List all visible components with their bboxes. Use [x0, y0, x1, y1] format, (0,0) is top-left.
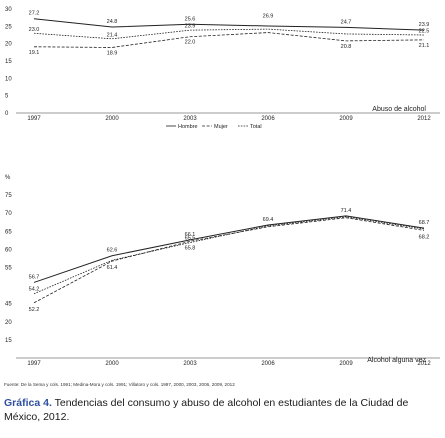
- series-line-mujer: [33, 32, 425, 48]
- data-label: 71.4: [341, 208, 352, 214]
- data-label: 54.2: [29, 287, 40, 293]
- data-label: 19.1: [29, 50, 40, 56]
- y-tick-label: 20: [5, 42, 12, 48]
- y-tick-label: %: [5, 175, 11, 181]
- annotation-label: 26.9: [263, 14, 274, 20]
- y-tick-label: 10: [5, 76, 12, 82]
- chart-sublabel: Alcohol alguna vez: [367, 357, 426, 364]
- source-note: Fuente: De la Sema y cols. 1991; Medina-…: [4, 382, 235, 387]
- x-tick-label: 2006: [261, 361, 275, 367]
- chart-sublabel: Abuso de alcohol: [372, 106, 426, 113]
- data-label: 18.9: [107, 50, 118, 56]
- y-tick-label: 5: [5, 94, 9, 100]
- series-line-total: [33, 216, 425, 295]
- x-tick-label: 2000: [105, 361, 119, 367]
- x-tick-label: 1997: [27, 116, 41, 122]
- data-labels: 27.2 24.8 25.6 24.7 23.9 19.1 18.9 22.0 20.8 21.1…: [29, 11, 430, 57]
- y-tick-label: 0: [5, 111, 9, 117]
- data-label: 25.6: [185, 16, 196, 22]
- data-label: 65.5: [185, 236, 196, 242]
- caption-label: Gráfica 4.: [4, 397, 52, 409]
- y-tick-label: 25: [5, 24, 12, 30]
- y-tick-label: 70: [5, 211, 12, 217]
- figure-caption: Gráfica 4. Tendencias del consumo y abus…: [4, 396, 434, 424]
- data-label: 24.7: [341, 19, 352, 25]
- y-tick-label: 75: [5, 193, 12, 199]
- x-tick-label: 2006: [261, 116, 275, 122]
- x-tick-label: 2009: [339, 116, 353, 122]
- legend: Hombre Mujer Total: [166, 124, 262, 130]
- data-label: 21.4: [107, 32, 118, 38]
- x-tick-label: 1997: [27, 361, 41, 367]
- y-axis-ticks: 15 20 45 55 60 65 70 75%: [5, 175, 12, 344]
- y-tick-label: 20: [5, 320, 12, 326]
- y-axis-ticks: 0 5 10 15 20 25 30: [5, 7, 12, 117]
- data-label: 56.7: [29, 274, 40, 280]
- data-label: 23.9: [185, 24, 196, 30]
- chart-abuso-de-alcohol: 0 5 10 15 20 25 30 1997 2000 2003 2006 2009 2012 27…: [5, 7, 440, 130]
- data-label: 23.0: [29, 27, 40, 33]
- y-tick-label: 15: [5, 59, 12, 65]
- series-lines: [33, 215, 425, 304]
- data-label: 68.7: [419, 220, 430, 226]
- y-tick-label: 65: [5, 229, 12, 235]
- series-line-total: [33, 28, 425, 40]
- y-tick-label: 60: [5, 247, 12, 253]
- y-tick-label: 15: [5, 338, 12, 344]
- y-tick-label: 45: [5, 302, 12, 308]
- data-label: 24.8: [107, 19, 118, 25]
- caption-text: Tendencias del consumo y abuso de alcoho…: [4, 397, 409, 423]
- data-label: 22.5: [419, 29, 430, 35]
- x-axis: 1997 2000 2003 2006 2009 2012: [16, 357, 440, 367]
- data-label: 69.4: [263, 217, 274, 223]
- x-tick-label: 2009: [339, 361, 353, 367]
- data-label: 66.1: [185, 232, 196, 238]
- series-line-mujer: [33, 217, 425, 304]
- chart-alcohol-alguna-vez: 15 20 45 55 60 65 70 75% 1997 2000 2003 2006 2009 20…: [5, 175, 440, 367]
- data-label: 68.2: [419, 234, 430, 240]
- legend-entry: Total: [250, 124, 262, 130]
- series-line-hombre: [33, 18, 425, 31]
- x-tick-label: 2003: [183, 116, 197, 122]
- legend-entry: Mujer: [214, 124, 228, 130]
- series-line-hombre: [33, 215, 425, 283]
- data-label: 20.8: [341, 44, 352, 50]
- x-tick-label: 2003: [183, 361, 197, 367]
- x-axis: 1997 2000 2003 2006 2009 2012: [16, 112, 440, 122]
- data-label: 65.8: [185, 245, 196, 251]
- series-lines: [33, 18, 425, 48]
- data-label: 61.4: [107, 265, 118, 271]
- data-label: 23.9: [419, 22, 430, 28]
- x-tick-label: 2000: [105, 116, 119, 122]
- data-label: 21.1: [419, 43, 430, 49]
- data-label: 52.2: [29, 307, 40, 313]
- data-label: 62.6: [107, 248, 118, 254]
- data-label: 27.2: [29, 11, 40, 17]
- data-labels: 56.7 62.6 66.1 69.4 71.4 68.7 52.2 61.4 65.8 68.2…: [29, 208, 430, 313]
- x-tick-label: 2012: [417, 361, 431, 367]
- y-tick-label: 55: [5, 266, 12, 272]
- legend-entry: Hombre: [178, 124, 198, 130]
- x-tick-label: 2012: [417, 116, 431, 122]
- data-label: 22.0: [185, 40, 196, 46]
- y-tick-label: 30: [5, 7, 12, 13]
